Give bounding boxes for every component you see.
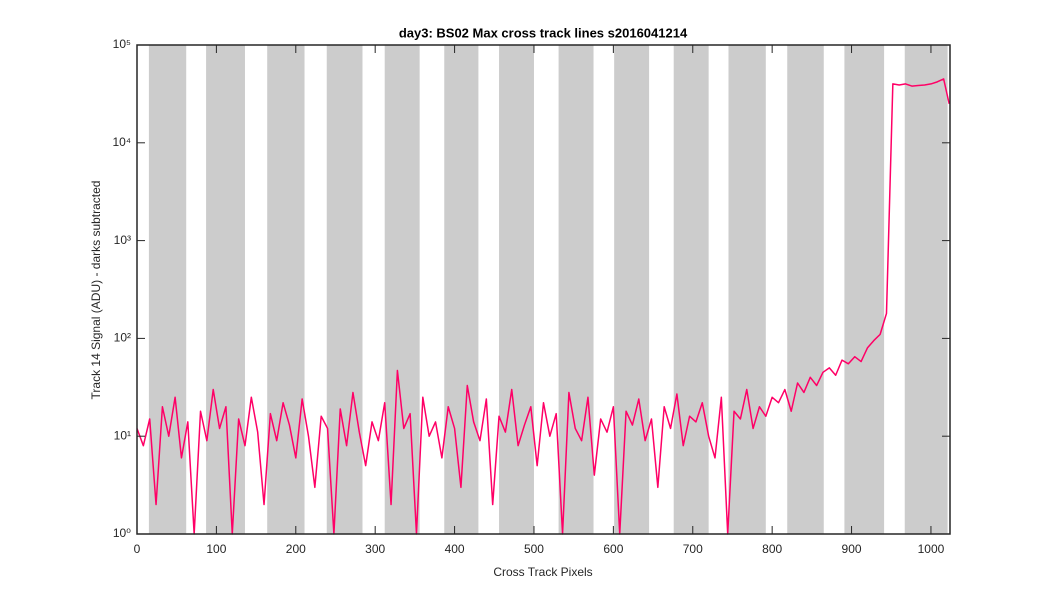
y-tick-label: 10¹ [114, 428, 131, 442]
y-tick-label: 10⁰ [113, 526, 131, 540]
shaded-range [787, 45, 824, 534]
shaded-range [148, 45, 187, 534]
plot-frame [136, 44, 951, 535]
y-tick-label: 10⁴ [112, 135, 131, 149]
shaded-range [673, 45, 709, 534]
x-tick-label: 300 [365, 542, 385, 556]
x-tick-label: 800 [762, 542, 782, 556]
y-axis-label: Track 14 Signal (ADU) - darks subtracted [89, 181, 103, 400]
x-tick-label: 1000 [918, 542, 945, 556]
shaded-range [558, 45, 594, 534]
shaded-range [384, 45, 420, 534]
shaded-range [499, 45, 534, 534]
data-line [136, 78, 950, 535]
x-tick-label: 500 [524, 542, 544, 556]
shaded-range [614, 45, 650, 534]
y-tick-label: 10⁵ [113, 37, 131, 51]
x-tick-label: 900 [842, 542, 862, 556]
shaded-range [904, 45, 948, 534]
shaded-range [728, 45, 766, 534]
shaded-range [206, 45, 245, 534]
x-tick-label: 600 [603, 542, 623, 556]
y-tick-label: 10² [114, 331, 131, 345]
shaded-range [444, 45, 479, 534]
y-tick-label: 10³ [114, 233, 131, 247]
x-tick-label: 700 [683, 542, 703, 556]
x-tick-label: 200 [286, 542, 306, 556]
shaded-range [267, 45, 305, 534]
chart-title: day3: BS02 Max cross track lines s201604… [399, 25, 688, 40]
x-tick-label: 400 [445, 542, 465, 556]
x-axis-label: Cross Track Pixels [493, 565, 592, 579]
shaded-range [844, 45, 885, 534]
shaded-range [326, 45, 363, 534]
x-tick-label: 0 [134, 542, 141, 556]
x-tick-label: 100 [206, 542, 226, 556]
